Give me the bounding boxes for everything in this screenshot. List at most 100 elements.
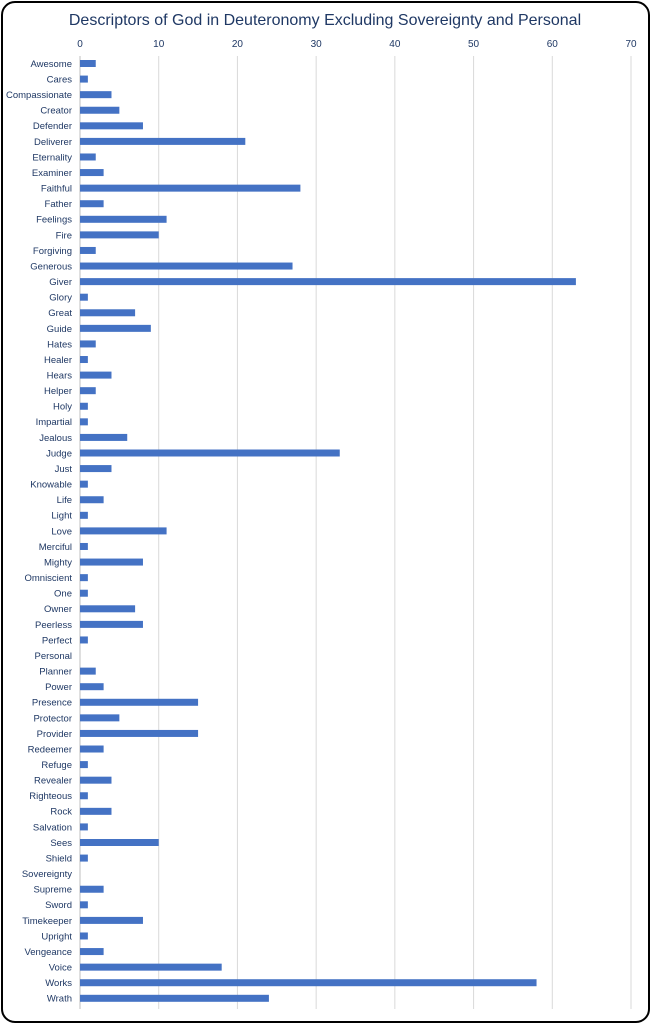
bar-owner (80, 605, 136, 613)
bar-compassionate (80, 91, 112, 99)
category-label-presence: Presence (32, 698, 72, 709)
bar-upright (80, 932, 88, 940)
category-label-planner: Planner (39, 667, 72, 678)
category-label-mighty: Mighty (44, 557, 72, 568)
bar-jealous (80, 433, 128, 441)
category-label-great: Great (48, 308, 72, 319)
bar-mighty (80, 558, 143, 566)
category-label-love: Love (51, 526, 72, 537)
category-label-life: Life (57, 495, 72, 506)
category-label-feelings: Feelings (36, 215, 72, 226)
category-label-jealous: Jealous (39, 433, 72, 444)
bar-eternality (80, 153, 96, 161)
bar-faithful (80, 184, 301, 192)
category-label-shield: Shield (46, 853, 72, 864)
x-tick-label-60: 60 (547, 39, 559, 50)
category-label-protector: Protector (33, 713, 72, 724)
category-label-giver: Giver (49, 277, 72, 288)
bar-forgiving (80, 246, 96, 254)
category-label-defender: Defender (33, 121, 72, 132)
category-label-just: Just (55, 464, 73, 475)
bar-presence (80, 698, 199, 706)
category-label-guide: Guide (47, 324, 72, 335)
category-label-eternality: Eternality (32, 152, 72, 163)
category-label-timekeeper: Timekeeper (22, 916, 72, 927)
category-label-hears: Hears (47, 371, 73, 382)
bar-feelings (80, 215, 167, 223)
x-tick-label-30: 30 (311, 39, 323, 50)
category-label-awesome: Awesome (30, 59, 72, 70)
category-label-vengeance: Vengeance (24, 947, 72, 958)
category-label-perfect: Perfect (42, 635, 72, 646)
bar-knowable (80, 480, 88, 488)
bar-wrath (80, 994, 269, 1002)
bar-deliverer (80, 137, 246, 145)
bar-defender (80, 122, 143, 130)
bar-rock (80, 807, 112, 815)
bar-healer (80, 356, 88, 364)
bar-omniscient (80, 574, 88, 582)
category-label-impartial: Impartial (36, 417, 72, 428)
category-label-creator: Creator (40, 106, 72, 117)
category-label-generous: Generous (30, 261, 72, 272)
bar-provider (80, 729, 199, 737)
bar-examiner (80, 169, 104, 177)
category-label-forgiving: Forgiving (33, 246, 72, 257)
category-label-revealer: Revealer (34, 776, 72, 787)
bar-vengeance (80, 948, 104, 956)
category-label-sovereignty: Sovereignty (22, 869, 72, 880)
category-label-knowable: Knowable (30, 480, 72, 491)
category-label-light: Light (51, 511, 72, 522)
category-label-power: Power (45, 682, 72, 693)
category-label-merciful: Merciful (39, 542, 72, 553)
bar-awesome (80, 60, 96, 67)
category-label-righteous: Righteous (29, 791, 72, 802)
category-label-judge: Judge (46, 448, 72, 459)
bar-just (80, 465, 112, 473)
bar-life (80, 496, 104, 504)
x-tick-label-40: 40 (389, 39, 401, 50)
category-label-glory: Glory (49, 293, 72, 304)
chart-title: Descriptors of God in Deuteronomy Exclud… (69, 12, 581, 29)
bar-love (80, 527, 167, 535)
bar-planner (80, 667, 96, 675)
category-label-examiner: Examiner (32, 168, 72, 179)
category-label-helper: Helper (44, 386, 72, 397)
bar-salvation (80, 823, 88, 831)
bar-merciful (80, 542, 88, 550)
category-label-hates: Hates (47, 339, 72, 350)
category-label-one: One (54, 589, 72, 600)
x-tick-label-0: 0 (77, 39, 83, 50)
category-label-supreme: Supreme (33, 885, 72, 896)
bar-creator (80, 106, 120, 114)
category-label-works: Works (45, 978, 72, 989)
category-label-sword: Sword (45, 900, 72, 911)
bar-glory (80, 293, 88, 301)
x-tick-label-70: 70 (625, 39, 637, 50)
category-label-holy: Holy (53, 402, 72, 413)
bar-helper (80, 387, 96, 395)
category-label-voice: Voice (49, 963, 72, 974)
bar-hates (80, 340, 96, 348)
bar-holy (80, 402, 88, 410)
gridlines (79, 56, 632, 1009)
bar-father (80, 200, 104, 208)
category-label-salvation: Salvation (33, 822, 72, 833)
category-label-sees: Sees (50, 838, 72, 849)
category-label-omniscient: Omniscient (24, 573, 72, 584)
bar-giver (80, 278, 576, 286)
category-label-faithful: Faithful (41, 184, 72, 195)
bar-shield (80, 854, 88, 862)
category-label-provider: Provider (37, 729, 72, 740)
bars (80, 60, 576, 1002)
bar-works (80, 979, 537, 987)
bar-cares (80, 75, 88, 83)
category-label-compassionate: Compassionate (6, 90, 72, 101)
category-label-fire: Fire (56, 230, 72, 241)
bar-supreme (80, 885, 104, 893)
bar-power (80, 683, 104, 691)
bar-great (80, 309, 136, 317)
category-labels: Awesome Cares Compassionate Creator Defender… (6, 59, 72, 1005)
category-label-peerless: Peerless (35, 620, 72, 631)
